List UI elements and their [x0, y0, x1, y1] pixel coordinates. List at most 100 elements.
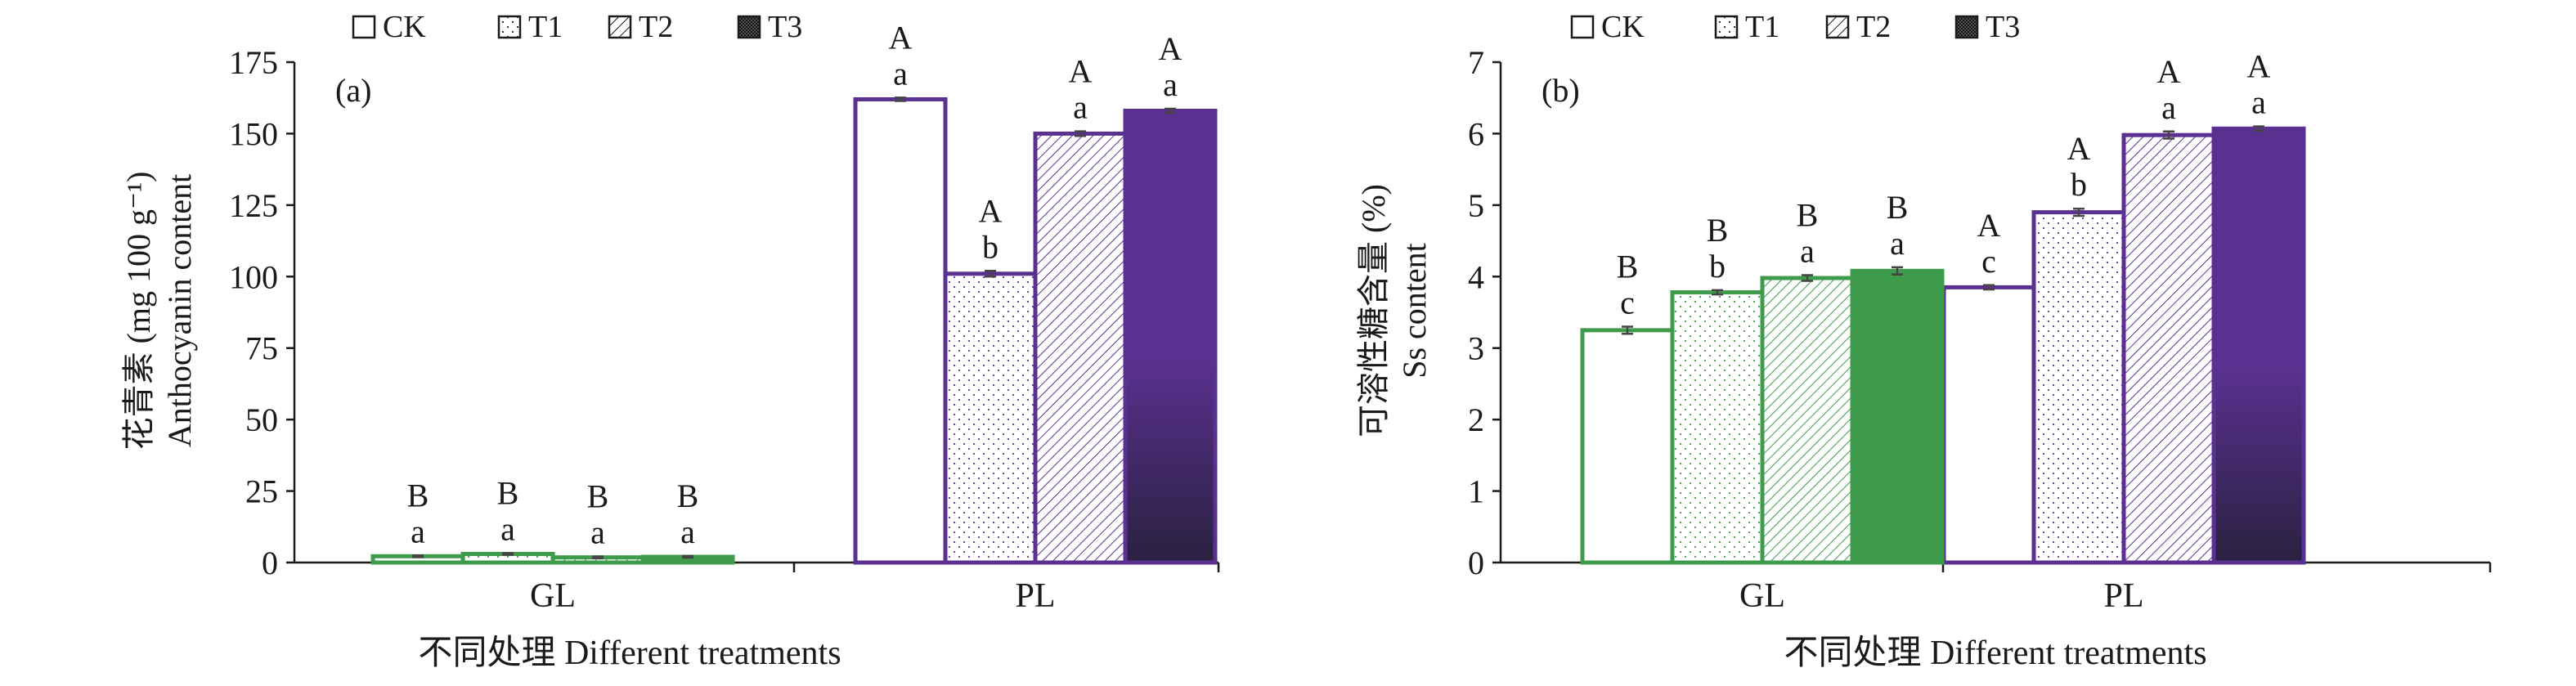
panel-b-errorbar-gl-ck	[1622, 325, 1633, 335]
panel-b-ytick-label-0: 0	[1468, 545, 1484, 581]
panel-b: CK T1 T2 T3 (b) 可溶性糖含量 (%) Ss content 不同…	[1355, 10, 2492, 672]
panel-b-letter-lower-gl-ck: c	[1620, 284, 1635, 321]
panel-b-errorbar-pl-ck	[1983, 284, 1995, 291]
panel-a-ytick-label-5: 125	[229, 187, 278, 224]
panel-b-errorbar-pl-t3	[2253, 125, 2264, 132]
panel-b-bar-gl-t3	[1850, 268, 1945, 565]
panel-a-ytick-label-3: 75	[245, 330, 278, 367]
panel-b-errorbar-gl-t3	[1892, 266, 1903, 276]
panel-b-letter-lower-gl-t1: b	[1709, 248, 1726, 285]
panel-b-bar-gl-t2	[1760, 276, 1855, 565]
panel-b-bar-pl-ck	[1941, 285, 2036, 565]
panel-b-ytick-label-5: 5	[1468, 187, 1484, 224]
panel-a-ylabel-en: Anthocyanin content	[161, 174, 198, 447]
panel-b-letter-lower-gl-t3: a	[1890, 225, 1905, 262]
panel-b-ytick-label-1: 1	[1468, 473, 1484, 510]
panel-a-bar-pl-t2	[1033, 131, 1128, 565]
panel-a-xcat-gl: GL	[530, 577, 576, 615]
panel-a-letter-upper-gl-t1: B	[497, 474, 519, 511]
panel-a-letter-upper-pl-t1: A	[979, 192, 1003, 229]
legend-a-item-t2: T2	[608, 10, 673, 44]
panel-b-ylabel-en: Ss content	[1396, 243, 1433, 379]
legend-a-swatch-t1	[497, 15, 522, 39]
legend-a-item-ck: CK	[352, 10, 426, 44]
panel-a-letter-lower-gl-ck: a	[411, 513, 425, 549]
panel-a-letter-lower-gl-t2: a	[590, 514, 605, 551]
legend-b-item-t3: T3	[1954, 10, 2020, 44]
legend-a-swatch-t2	[608, 15, 632, 39]
panel-b-letter-lower-pl-t1: b	[2071, 166, 2087, 203]
panel-a-letter-upper-gl-ck: B	[407, 477, 429, 513]
panel-b-ytick-label-7: 7	[1468, 44, 1484, 81]
panel-b-letter-upper-pl-t1: A	[2067, 130, 2091, 167]
legend-b-item-t1: T1	[1714, 10, 1779, 44]
panel-a-letter-lower-pl-ck: a	[893, 55, 908, 92]
panel-a-bar-pl-ck	[853, 96, 948, 565]
panel-b-label: (b)	[1542, 72, 1580, 109]
panel-b-letter-upper-gl-t3: B	[1887, 189, 1909, 226]
panel-a-errorbar-gl-t3	[682, 554, 693, 559]
legend-a-swatch-t3	[737, 15, 761, 39]
panel-b-errorbar-pl-t1	[2073, 207, 2085, 217]
panel-b-bar-pl-t3	[2211, 126, 2306, 565]
panel-a-xcat-pl: PL	[1015, 577, 1055, 615]
panel-b-letter-upper-pl-t3: A	[2247, 48, 2271, 85]
panel-b-bar-gl-ck	[1580, 328, 1675, 565]
panel-a-letter-upper-pl-ck: A	[889, 19, 913, 56]
legend-a-item-t1: T1	[497, 10, 563, 44]
panel-b-letter-upper-gl-ck: B	[1617, 248, 1639, 285]
panel-a-ytick-label-6: 150	[229, 115, 278, 152]
panel-b-ytick-label-3: 3	[1468, 330, 1484, 367]
panel-a-ytick-label-7: 175	[229, 44, 278, 81]
legend-b-item-t2: T2	[1825, 10, 1891, 44]
panel-b-letter-lower-pl-t2: a	[2161, 89, 2176, 126]
legend-b: CK T1 T2 T3	[1570, 10, 2020, 44]
legend-b-swatch-ck	[1570, 15, 1595, 39]
legend-b-swatch-t2	[1825, 15, 1850, 39]
panel-b-letter-lower-pl-t3: a	[2251, 84, 2266, 121]
panel-a-errorbar-pl-t3	[1165, 107, 1176, 114]
panel-a-letter-upper-gl-t3: B	[677, 478, 699, 514]
panel-b-bar-pl-t2	[2121, 132, 2216, 565]
legend-a-label-t1: T1	[528, 10, 563, 44]
panel-a-errorbar-pl-t1	[985, 270, 996, 278]
panel-a-errorbar-gl-t2	[592, 555, 604, 560]
panel-b-xlabel: 不同处理 Different treatments	[1784, 634, 2206, 672]
panel-b-letter-lower-gl-t2: a	[1800, 233, 1815, 270]
panel-a-ytick-label-1: 25	[245, 473, 278, 510]
panel-b-letter-upper-pl-t2: A	[2157, 53, 2181, 90]
legend-a-label-ck: CK	[383, 10, 426, 44]
panel-b-letter-lower-pl-ck: c	[1981, 243, 1996, 280]
panel-a-ylabel-cn: 花青素 (mg 100 g⁻¹)	[120, 172, 157, 451]
legend-b-item-ck: CK	[1570, 10, 1645, 44]
legend-b-label-t2: T2	[1856, 10, 1891, 44]
panel-a-errorbar-pl-ck	[895, 96, 906, 102]
legend-b-swatch-t3	[1954, 15, 1979, 39]
panel-a-letter-upper-gl-t2: B	[587, 478, 609, 515]
panel-b-bar-gl-t1	[1670, 290, 1765, 565]
panel-b-errorbar-gl-t2	[1802, 274, 1813, 282]
panel-b-ytick-label-2: 2	[1468, 401, 1484, 438]
panel-b-errorbar-pl-t2	[2163, 130, 2174, 140]
panel-a-letter-lower-gl-t1: a	[500, 510, 515, 547]
panel-a-letter-upper-pl-t2: A	[1069, 53, 1093, 90]
panel-a: CK T1 T2 T3 (a) 花青素 (mg 100 g⁻¹) Anthocy…	[120, 10, 1220, 672]
panel-b-ylabel-cn: 可溶性糖含量 (%)	[1355, 184, 1392, 437]
panel-a-ytick-label-2: 50	[245, 401, 278, 438]
panel-a-bar-pl-t1	[943, 271, 1038, 565]
panel-a-letter-lower-pl-t2: a	[1073, 89, 1088, 126]
panel-a-letter-upper-pl-t3: A	[1159, 30, 1183, 67]
panel-b-letter-upper-gl-t1: B	[1707, 212, 1729, 249]
panel-a-letter-lower-pl-t3: a	[1163, 66, 1178, 103]
legend-a-item-t3: T3	[737, 10, 802, 44]
legend-b-label-t3: T3	[1986, 10, 2020, 44]
panel-b-errorbar-gl-t1	[1712, 289, 1723, 296]
panel-a-letter-lower-gl-t3: a	[680, 513, 695, 550]
panel-a-bar-pl-t3	[1123, 108, 1218, 565]
legend-a-swatch-ck	[352, 15, 376, 39]
legend-b-label-ck: CK	[1601, 10, 1645, 44]
panel-b-letter-upper-gl-t2: B	[1797, 197, 1819, 234]
